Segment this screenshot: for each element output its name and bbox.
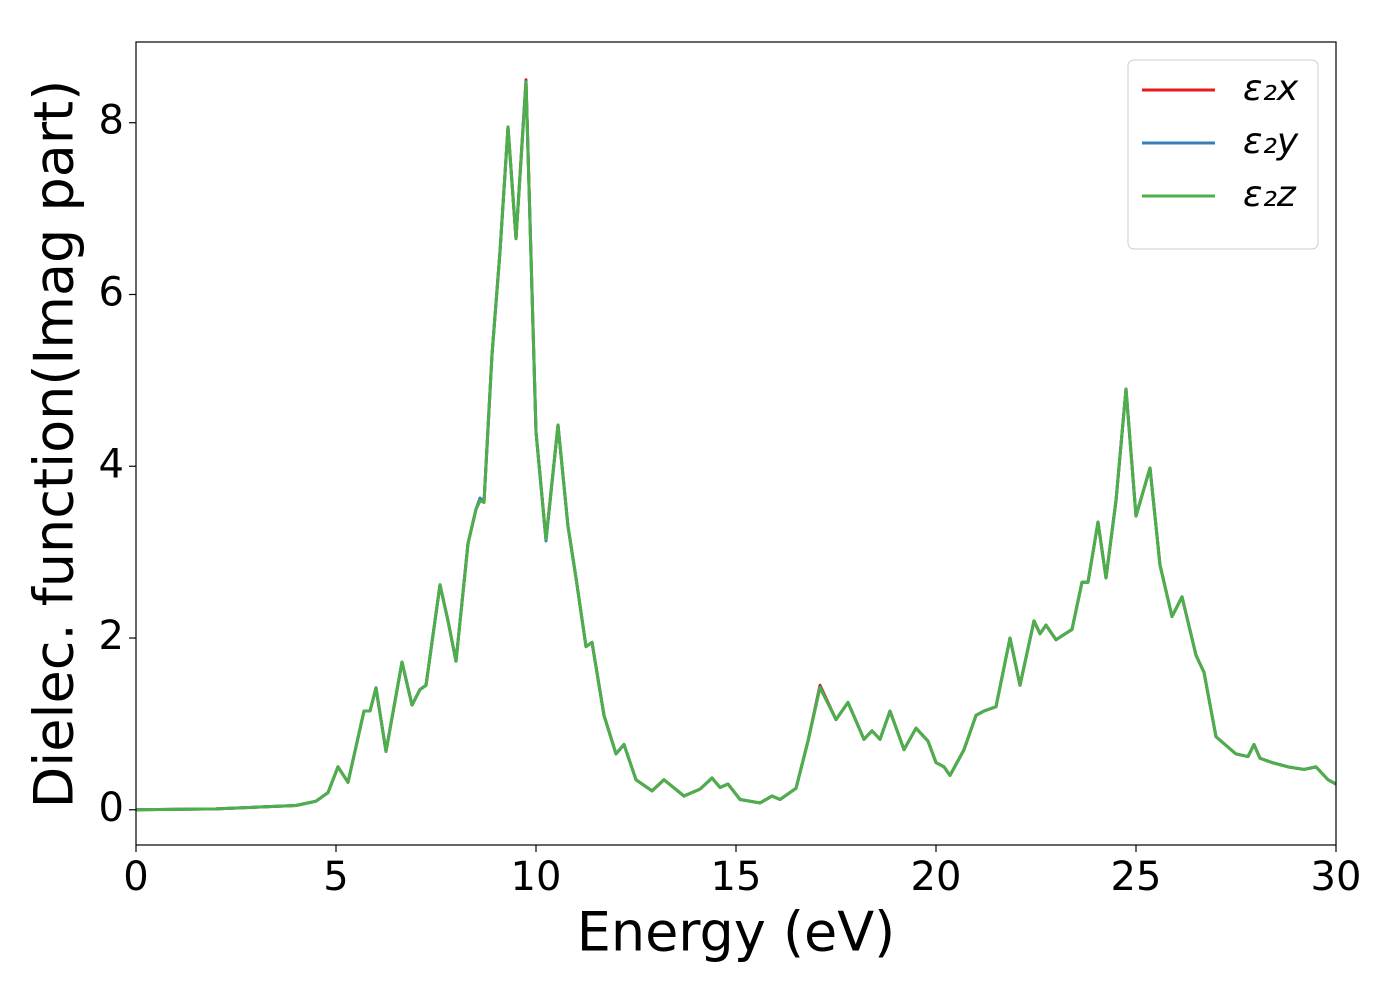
legend-label: ε₂z xyxy=(1243,174,1297,215)
y-tick-label: 6 xyxy=(99,269,124,315)
x-tick-label: 25 xyxy=(1111,854,1162,900)
y-tick-label: 2 xyxy=(99,613,124,659)
x-tick-label: 20 xyxy=(911,854,962,900)
x-tick-label: 15 xyxy=(711,854,762,900)
x-tick-label: 0 xyxy=(123,854,148,900)
y-tick-label: 0 xyxy=(99,785,124,831)
legend-frame xyxy=(1127,59,1319,250)
legend-label: ε₂y xyxy=(1243,121,1299,162)
plot-area xyxy=(135,78,1337,812)
series-line xyxy=(135,80,1337,812)
x-tick-label: 10 xyxy=(511,854,562,900)
legend-label: ε₂x xyxy=(1243,68,1299,109)
y-tick-label: 4 xyxy=(99,441,124,487)
x-axis-label: Energy (eV) xyxy=(577,901,896,964)
y-tick-label: 8 xyxy=(99,98,124,144)
y-axis-label: Dielec. function(Imag part) xyxy=(23,80,86,809)
x-tick-label: 30 xyxy=(1311,854,1362,900)
x-tick-label: 5 xyxy=(323,854,348,900)
legend: ε₂x ε₂y ε₂z xyxy=(1127,59,1319,250)
